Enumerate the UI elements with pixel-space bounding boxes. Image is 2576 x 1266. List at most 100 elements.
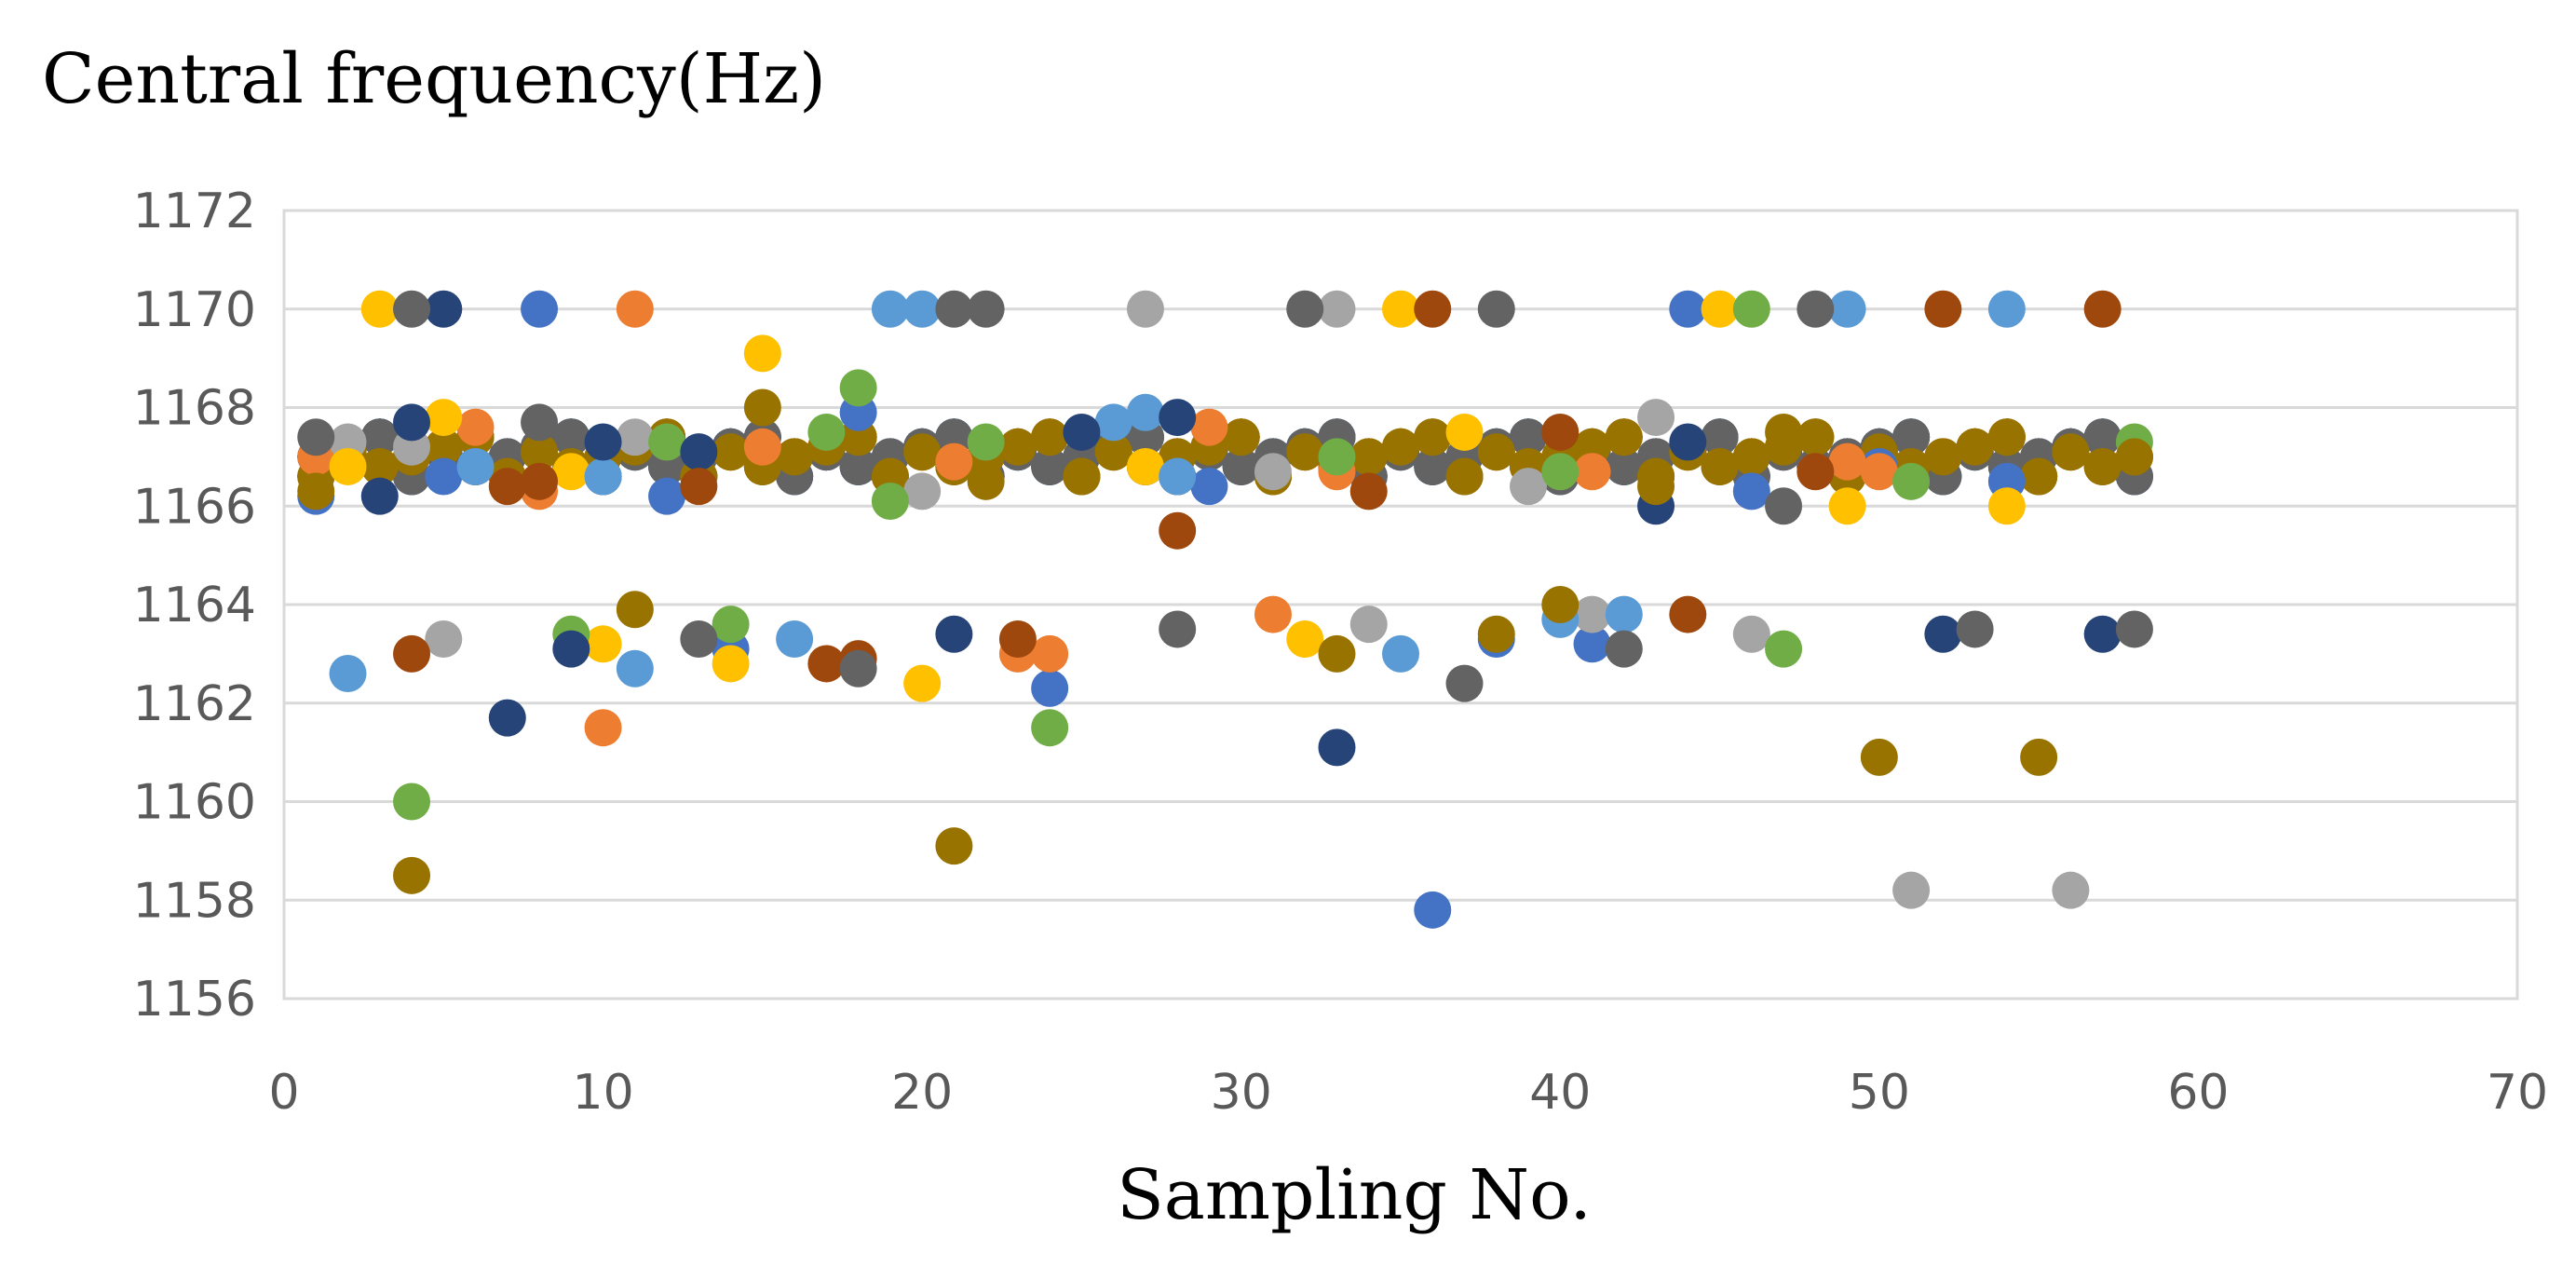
data-point [712,645,750,683]
data-point [456,447,495,485]
y-tick-label: 1164 [133,578,256,633]
band-point [1605,447,1643,485]
band-point [2052,433,2090,471]
data-point [807,645,846,683]
data-point [1987,487,2026,525]
data-point [998,620,1037,659]
band-point [360,447,399,485]
band-point [776,438,814,476]
data-point [1637,468,1675,506]
data-point [839,369,877,407]
data-point [807,413,846,451]
band-point [1510,418,1548,456]
band-point [2020,457,2058,496]
band-point [1701,447,1739,485]
band-point [1477,433,1515,471]
data-point [1190,468,1228,506]
data-point [1669,290,1707,328]
data-point [1605,630,1643,668]
data-point [967,423,1005,461]
data-point [1924,615,1962,653]
band-point [1892,418,1931,456]
data-point [743,388,781,427]
data-point [1414,290,1452,328]
data-point [935,827,973,865]
y-tick-label: 1162 [133,676,256,732]
x-axis-title: Sampling No. [1117,1155,1592,1235]
data-point [935,615,973,653]
data-point [1031,709,1069,747]
data-point [456,408,495,446]
data-point [297,472,335,510]
band-point [1987,418,2026,456]
data-point [584,625,622,663]
band-point [360,418,399,456]
band-point [1414,447,1452,485]
y-tick-label: 1166 [133,479,256,535]
data-point [1318,438,1356,476]
data-point [648,423,686,461]
data-point [1924,290,1962,328]
data-point [1190,408,1228,446]
y-axis-title: Central frequency(Hz) [42,39,826,119]
x-tick-label: 60 [2167,1065,2229,1121]
data-point [1573,595,1611,633]
data-point [1159,399,1197,437]
data-point [425,457,463,496]
data-point [1605,595,1643,633]
data-point [648,477,686,515]
data-point [1860,738,1898,776]
data-point [393,634,431,673]
data-point [1159,457,1197,496]
data-point [584,709,622,747]
data-point [2083,615,2122,653]
data-point [2115,438,2153,476]
band-point [1924,438,1962,476]
x-tick-label: 30 [1211,1065,1272,1121]
data-point [903,664,942,702]
data-point [552,453,590,491]
y-tick-label: 1168 [133,381,256,437]
band-point [1701,418,1739,456]
data-point [1796,453,1835,491]
band-point [1605,418,1643,456]
data-point [1063,413,1101,451]
data-point [1254,453,1292,491]
band-point [552,418,590,456]
x-tick-label: 0 [268,1065,299,1121]
data-point [616,649,654,687]
data-point [1445,664,1484,702]
data-point [2083,290,2122,328]
data-point [584,423,622,461]
data-point [1510,468,1548,506]
band-point [712,433,750,471]
y-tick-label: 1160 [133,775,256,831]
data-point [903,290,942,328]
band-point [1286,433,1324,471]
data-point [488,699,526,737]
data-point [1701,290,1739,328]
data-point [1669,595,1707,633]
band-point [2083,418,2122,456]
band-point [1382,428,1419,466]
band-point [903,433,942,471]
data-point [616,591,654,629]
x-tick-labels: 0 10 20 30 40 50 60 70 [268,1065,2548,1121]
data-point [680,433,718,471]
data-point [1159,610,1197,648]
data-point [1126,393,1164,431]
data-point [839,649,877,687]
data-point [1063,457,1101,496]
data-point [393,783,431,821]
data-point [1094,403,1132,442]
x-tick-label: 40 [1529,1065,1591,1121]
data-point [393,403,431,442]
data-point [1541,413,1579,451]
data-points [297,290,2153,929]
band-point [1031,418,1069,456]
data-point [1765,413,1803,451]
data-point [743,428,781,466]
data-point [903,472,942,510]
data-point [1126,447,1164,485]
data-point [1732,615,1770,653]
